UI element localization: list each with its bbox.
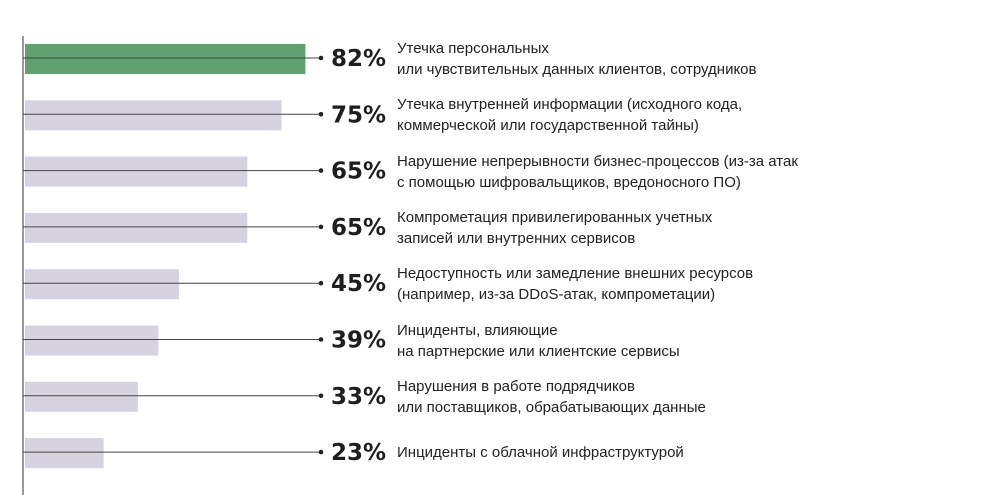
category-label-line: Утечка внутренней информации (исходного …: [397, 96, 743, 114]
category-label-line: коммерческой или государственной тайны): [397, 117, 699, 135]
category-label-line: Нарушение непрерывности бизнес-процессов…: [397, 152, 798, 170]
bar: [25, 44, 306, 74]
leader-dot: [318, 112, 324, 117]
category-label-line: с помощью шифровальщиков, вредоносного П…: [397, 173, 741, 191]
leader-dot: [318, 55, 324, 61]
leader-dot: [318, 337, 324, 342]
category-label-line: Утечка персональных: [397, 40, 549, 57]
value-label: 39%: [331, 328, 386, 354]
leader-dot: [318, 224, 324, 230]
bar: [25, 438, 104, 469]
leader-dot: [318, 449, 324, 455]
category-label: Нарушения в работе подрядчиков или постав…: [397, 376, 706, 418]
bar: [25, 381, 138, 412]
category-label: Нарушение непрерывности бизнес-процессов…: [397, 151, 798, 193]
category-label-line: Инциденты с облачной инфраструктурой: [397, 444, 684, 462]
value-label: 82%: [331, 46, 386, 72]
category-label: Утечка персональных или чувствительных да…: [397, 38, 757, 80]
bar: [25, 156, 248, 187]
leader-dot: [318, 280, 324, 286]
category-label: Утечка внутренней информации (исходного …: [397, 94, 742, 136]
category-label-line: или чувствительных данных клиентов, сотр…: [397, 61, 757, 78]
category-label-line: Нарушения в работе подрядчиков: [397, 377, 635, 395]
category-label-line: (например, из-за DDoS-атак, компрометаци…: [397, 286, 716, 304]
value-label: 75%: [331, 102, 386, 128]
category-label-line: Недоступность или замедление внешних рес…: [397, 265, 754, 283]
category-label: Инциденты с облачной инфраструктурой: [397, 442, 684, 463]
value-label: 33%: [331, 384, 386, 410]
bar: [25, 100, 282, 131]
category-label: Компрометация привилегированных учетных з…: [397, 207, 712, 249]
value-label: 65%: [331, 159, 386, 185]
bar: [25, 212, 248, 243]
category-label: Недоступность или замедление внешних рес…: [397, 263, 753, 305]
bar: [25, 269, 179, 300]
category-label-line: записей или внутренних сервисов: [397, 229, 636, 247]
category-label-line: на партнерские или клиентские сервисы: [397, 342, 680, 360]
value-label: 23%: [331, 440, 386, 466]
leader-dot: [318, 393, 324, 399]
leader-dot: [318, 168, 324, 173]
category-label-line: Инциденты, влияющие: [397, 321, 558, 339]
bar: [25, 325, 159, 356]
category-label-line: или поставщиков, обрабатывающих данные: [397, 398, 706, 416]
value-label: 45%: [331, 271, 386, 297]
category-label: Инциденты, влияющие на партнерские или кл…: [397, 320, 680, 362]
value-label: 65%: [331, 215, 386, 241]
category-label-line: Компрометация привилегированных учетных: [397, 208, 713, 226]
